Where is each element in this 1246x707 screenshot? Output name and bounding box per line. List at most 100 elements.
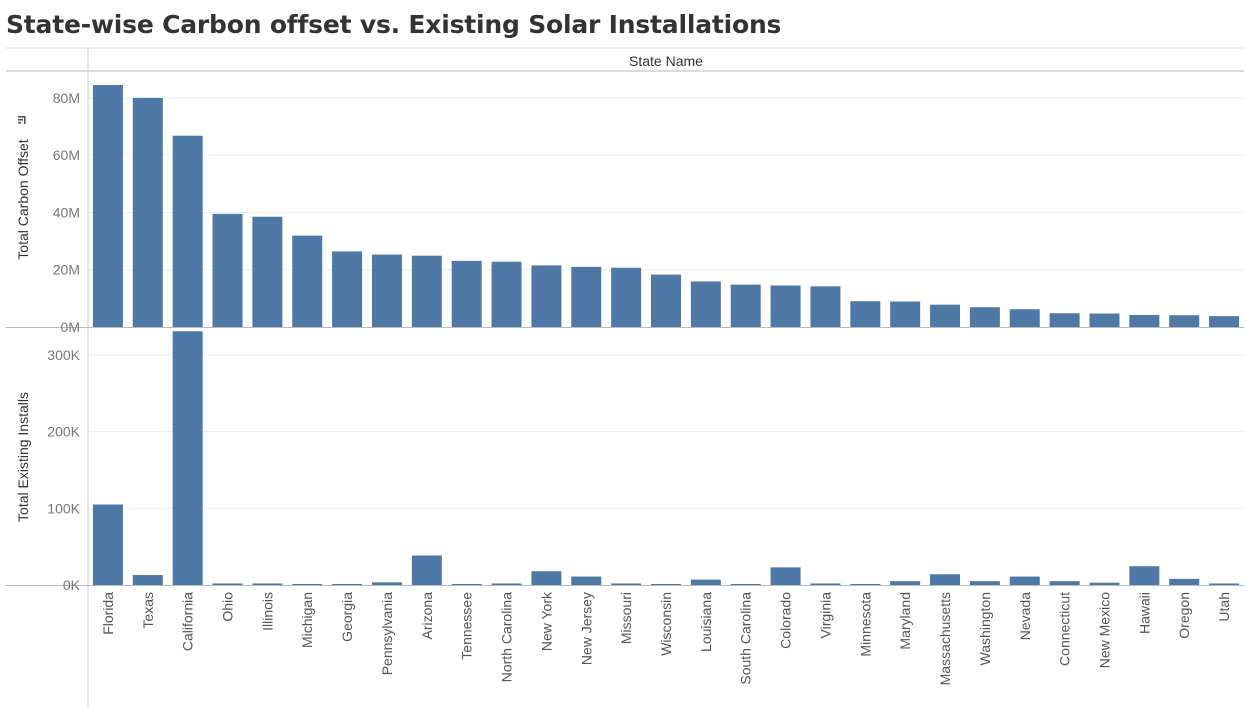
- bar-carbon-offset-washington[interactable]: [969, 307, 1000, 327]
- x-category-label: Tennessee: [459, 592, 475, 660]
- x-category-label: Connecticut: [1057, 592, 1073, 666]
- x-category-label: Oregon: [1176, 592, 1192, 639]
- x-category-label: Florida: [100, 592, 116, 635]
- bar-carbon-offset-hawaii[interactable]: [1129, 314, 1160, 327]
- x-category-label: Illinois: [259, 592, 275, 631]
- bar-existing-installs-california[interactable]: [172, 331, 203, 585]
- x-category-label: Virginia: [817, 592, 833, 639]
- y-tick-label: 80M: [53, 90, 80, 106]
- bar-existing-installs-texas[interactable]: [132, 575, 163, 585]
- bar-carbon-offset-massachusetts[interactable]: [930, 304, 961, 327]
- x-category-label: Georgia: [339, 592, 355, 642]
- bar-carbon-offset-south-carolina[interactable]: [730, 284, 761, 327]
- column-header-label: State Name: [629, 53, 703, 69]
- x-category-label: Washington: [977, 592, 993, 665]
- y-tick-label: 20M: [53, 262, 80, 278]
- x-category-label: Maryland: [897, 592, 913, 650]
- x-category-label: Massachusetts: [937, 592, 953, 685]
- bar-carbon-offset-maryland[interactable]: [890, 301, 921, 327]
- bar-existing-installs-nevada[interactable]: [1009, 576, 1040, 585]
- bar-carbon-offset-oregon[interactable]: [1169, 315, 1200, 327]
- x-category-label: Pennsylvania: [379, 592, 395, 675]
- x-category-label: Michigan: [299, 592, 315, 648]
- bar-carbon-offset-tennessee[interactable]: [451, 260, 482, 327]
- x-category-label: Arizona: [419, 592, 435, 640]
- bar-existing-installs-michigan[interactable]: [292, 584, 323, 585]
- bar-carbon-offset-connecticut[interactable]: [1049, 313, 1080, 327]
- x-category-label: South Carolina: [738, 592, 754, 685]
- bar-carbon-offset-louisiana[interactable]: [690, 281, 721, 327]
- bar-existing-installs-florida[interactable]: [92, 504, 123, 586]
- bar-existing-installs-hawaii[interactable]: [1129, 566, 1160, 585]
- x-category-label: California: [180, 592, 196, 651]
- sort-descending-icon[interactable]: [18, 116, 26, 124]
- bar-carbon-offset-virginia[interactable]: [810, 286, 841, 327]
- x-category-label: Ohio: [220, 592, 236, 622]
- bar-carbon-offset-ohio[interactable]: [212, 213, 243, 327]
- chart-title: State-wise Carbon offset vs. Existing So…: [6, 10, 782, 39]
- bar-existing-installs-new-jersey[interactable]: [571, 576, 602, 585]
- bar-existing-installs-new-mexico[interactable]: [1089, 582, 1120, 585]
- x-category-label: Nevada: [1017, 592, 1033, 640]
- bar-existing-installs-ohio[interactable]: [212, 583, 243, 585]
- y-axis-title: Total Carbon Offset: [15, 139, 31, 259]
- bar-carbon-offset-new-york[interactable]: [531, 265, 562, 327]
- x-category-label: Colorado: [778, 592, 794, 649]
- x-category-label: New Jersey: [578, 592, 594, 665]
- y-tick-label: 300K: [47, 347, 80, 363]
- x-category-label: Hawaii: [1136, 592, 1152, 634]
- bar-existing-installs-arizona[interactable]: [411, 555, 442, 585]
- bar-existing-installs-utah[interactable]: [1209, 583, 1240, 585]
- bar-carbon-offset-california[interactable]: [172, 135, 203, 327]
- y-tick-label: 0M: [61, 319, 80, 335]
- bar-existing-installs-oregon[interactable]: [1169, 578, 1200, 585]
- bar-carbon-offset-arizona[interactable]: [411, 255, 442, 327]
- x-category-label: Louisiana: [698, 592, 714, 652]
- x-category-label: Utah: [1216, 592, 1232, 622]
- bar-existing-installs-pennsylvania[interactable]: [371, 582, 402, 585]
- x-category-label: New York: [538, 591, 554, 651]
- bar-existing-installs-tennessee[interactable]: [451, 584, 482, 585]
- bar-carbon-offset-wisconsin[interactable]: [651, 274, 681, 327]
- bar-existing-installs-illinois[interactable]: [252, 583, 283, 585]
- y-tick-label: 200K: [47, 424, 80, 440]
- y-axis-title: Total Existing Installs: [15, 392, 31, 522]
- bar-existing-installs-wisconsin[interactable]: [651, 584, 681, 585]
- bar-carbon-offset-florida[interactable]: [92, 85, 123, 327]
- bar-existing-installs-south-carolina[interactable]: [730, 584, 761, 585]
- bar-carbon-offset-utah[interactable]: [1209, 316, 1240, 327]
- bar-existing-installs-north-carolina[interactable]: [491, 583, 522, 585]
- y-tick-label: 100K: [47, 500, 80, 516]
- bar-carbon-offset-new-mexico[interactable]: [1089, 313, 1120, 327]
- bar-existing-installs-louisiana[interactable]: [690, 579, 721, 585]
- x-category-label: Minnesota: [857, 592, 873, 657]
- bar-existing-installs-washington[interactable]: [969, 581, 1000, 585]
- bar-carbon-offset-michigan[interactable]: [292, 235, 323, 327]
- bar-existing-installs-virginia[interactable]: [810, 583, 841, 585]
- bar-carbon-offset-colorado[interactable]: [770, 285, 801, 327]
- bar-carbon-offset-new-jersey[interactable]: [571, 266, 602, 327]
- x-category-label: New Mexico: [1096, 592, 1112, 668]
- bar-carbon-offset-pennsylvania[interactable]: [371, 254, 402, 327]
- x-category-label: North Carolina: [499, 592, 515, 682]
- bar-existing-installs-connecticut[interactable]: [1049, 581, 1080, 585]
- bar-existing-installs-colorado[interactable]: [770, 567, 801, 585]
- bar-existing-installs-new-york[interactable]: [531, 571, 562, 585]
- bar-carbon-offset-illinois[interactable]: [252, 216, 283, 327]
- bar-existing-installs-minnesota[interactable]: [850, 584, 881, 585]
- x-category-label: Texas: [140, 592, 156, 629]
- bar-carbon-offset-georgia[interactable]: [332, 251, 363, 327]
- bar-carbon-offset-nevada[interactable]: [1009, 309, 1040, 327]
- bar-existing-installs-maryland[interactable]: [890, 581, 921, 585]
- bar-existing-installs-missouri[interactable]: [611, 583, 642, 585]
- x-category-label: Missouri: [618, 592, 634, 644]
- bar-existing-installs-massachusetts[interactable]: [930, 574, 961, 585]
- bar-carbon-offset-north-carolina[interactable]: [491, 261, 522, 327]
- bar-carbon-offset-minnesota[interactable]: [850, 301, 881, 327]
- bar-existing-installs-georgia[interactable]: [332, 584, 363, 585]
- y-tick-label: 40M: [53, 204, 80, 220]
- bar-carbon-offset-missouri[interactable]: [611, 267, 642, 327]
- bar-carbon-offset-texas[interactable]: [132, 97, 163, 327]
- y-tick-label: 60M: [53, 147, 80, 163]
